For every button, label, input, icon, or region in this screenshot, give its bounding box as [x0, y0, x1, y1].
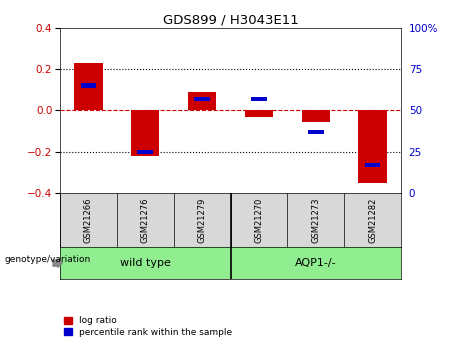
Text: GSM21270: GSM21270 — [254, 197, 263, 243]
Bar — [194, 97, 210, 101]
Text: GSM21279: GSM21279 — [198, 197, 207, 243]
Text: AQP1-/-: AQP1-/- — [295, 258, 337, 268]
Bar — [358, 110, 387, 183]
Text: GSM21276: GSM21276 — [141, 197, 150, 243]
Bar — [188, 92, 216, 110]
Bar — [308, 130, 324, 134]
Bar — [131, 110, 160, 156]
Bar — [251, 97, 267, 101]
Title: GDS899 / H3043E11: GDS899 / H3043E11 — [163, 13, 298, 27]
Legend: log ratio, percentile rank within the sample: log ratio, percentile rank within the sa… — [65, 316, 232, 337]
Text: GSM21282: GSM21282 — [368, 197, 377, 243]
Bar — [137, 149, 153, 154]
Text: GSM21266: GSM21266 — [84, 197, 93, 243]
Bar — [365, 163, 380, 167]
Text: GSM21273: GSM21273 — [311, 197, 320, 243]
Text: genotype/variation: genotype/variation — [5, 255, 91, 264]
Bar — [74, 63, 102, 110]
Bar — [245, 110, 273, 117]
Text: wild type: wild type — [120, 258, 171, 268]
Bar — [301, 110, 330, 122]
Bar — [81, 83, 96, 88]
